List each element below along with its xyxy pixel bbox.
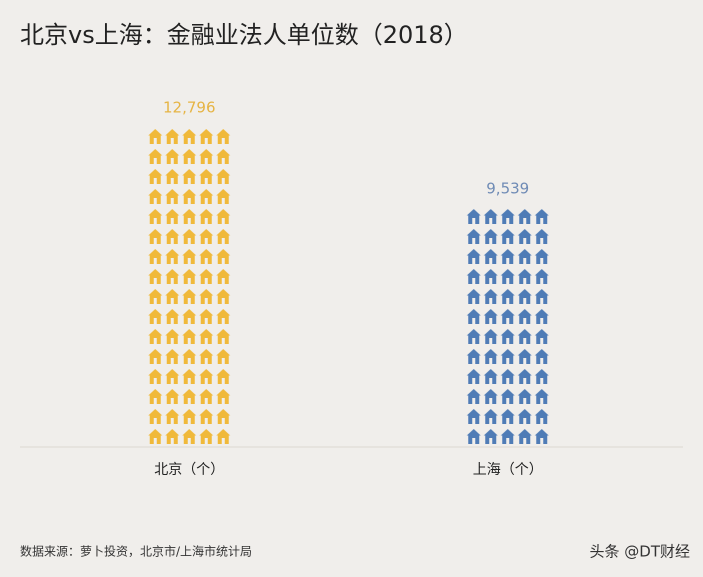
pictograph-bar [146, 128, 232, 447]
chart-title: 北京vs上海：金融业法人单位数（2018） [20, 21, 468, 49]
watermark: 头条 @DT财经 [590, 543, 690, 561]
source-note: 数据来源：萝卜投资，北京市/上海市统计局 [20, 544, 252, 559]
pictograph-bar [465, 209, 551, 447]
value-label: 12,796 [163, 99, 216, 117]
x-tick-label: 北京（个） [154, 462, 224, 478]
value-label: 9,539 [486, 180, 529, 198]
x-tick-label: 上海（个） [473, 462, 543, 478]
